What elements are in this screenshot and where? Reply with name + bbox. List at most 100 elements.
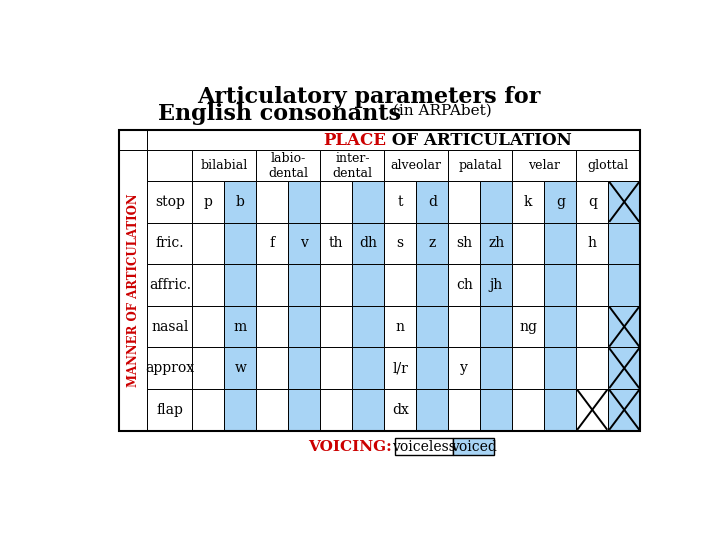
Text: stop: stop <box>155 195 185 209</box>
Bar <box>288 222 320 264</box>
Text: th: th <box>329 237 343 251</box>
Bar <box>320 347 352 389</box>
Bar <box>320 150 384 181</box>
Bar <box>576 181 608 222</box>
Text: bilabial: bilabial <box>201 159 248 172</box>
Text: glottal: glottal <box>588 159 629 172</box>
Bar <box>449 347 480 389</box>
Bar <box>576 264 608 306</box>
Text: ch: ch <box>456 278 473 292</box>
Bar <box>352 389 384 430</box>
Bar <box>608 264 640 306</box>
Bar <box>192 389 225 430</box>
Bar <box>256 389 288 430</box>
Text: English consonants: English consonants <box>158 103 401 125</box>
Bar <box>480 306 512 347</box>
Bar <box>416 306 449 347</box>
Bar <box>416 347 449 389</box>
Bar <box>148 181 192 222</box>
Bar <box>256 264 288 306</box>
Bar <box>608 347 640 389</box>
Bar <box>544 264 576 306</box>
Bar <box>120 150 148 430</box>
Bar <box>288 347 320 389</box>
Bar <box>288 264 320 306</box>
Bar <box>256 150 320 181</box>
Bar <box>512 181 544 222</box>
Bar <box>480 389 512 430</box>
Bar <box>449 306 480 347</box>
Bar <box>544 347 576 389</box>
Text: v: v <box>300 237 308 251</box>
Bar <box>512 389 544 430</box>
Bar <box>454 438 494 455</box>
Bar <box>449 181 480 222</box>
Text: PLACE: PLACE <box>323 132 386 148</box>
Bar <box>449 222 480 264</box>
Bar <box>225 347 256 389</box>
Text: voiced: voiced <box>451 440 497 454</box>
Bar <box>449 264 480 306</box>
Bar <box>608 181 640 222</box>
Bar <box>192 264 225 306</box>
Bar <box>288 306 320 347</box>
Bar <box>225 222 256 264</box>
Bar <box>449 150 512 181</box>
Bar <box>256 347 288 389</box>
Bar <box>320 306 352 347</box>
Text: alveolar: alveolar <box>391 159 442 172</box>
Text: k: k <box>524 195 533 209</box>
Bar <box>288 389 320 430</box>
Bar <box>395 438 454 455</box>
Bar <box>608 389 640 430</box>
Text: labio-
dental: labio- dental <box>269 152 308 180</box>
Bar <box>192 181 225 222</box>
Text: VOICING:: VOICING: <box>308 440 392 454</box>
Bar <box>120 130 148 150</box>
Bar <box>576 389 608 430</box>
Bar <box>352 306 384 347</box>
Bar <box>608 306 640 347</box>
Bar <box>384 264 416 306</box>
Text: p: p <box>204 195 212 209</box>
Bar <box>544 389 576 430</box>
Bar <box>148 222 192 264</box>
Bar <box>256 306 288 347</box>
Bar <box>256 222 288 264</box>
Text: affric.: affric. <box>149 278 191 292</box>
Bar <box>225 264 256 306</box>
Text: jh: jh <box>490 278 503 292</box>
Text: l/r: l/r <box>392 361 408 375</box>
Bar <box>192 306 225 347</box>
Bar <box>384 222 416 264</box>
Bar <box>320 264 352 306</box>
Text: f: f <box>270 237 275 251</box>
Bar <box>512 264 544 306</box>
Text: voiceless: voiceless <box>392 440 456 454</box>
Bar <box>544 222 576 264</box>
Bar <box>148 150 192 181</box>
Bar <box>192 150 256 181</box>
Text: y: y <box>460 361 468 375</box>
Text: d: d <box>428 195 437 209</box>
Bar <box>608 222 640 264</box>
Bar <box>416 222 449 264</box>
Text: s: s <box>397 237 404 251</box>
Text: approx: approx <box>145 361 194 375</box>
Bar <box>225 181 256 222</box>
Text: (in ARPAbet): (in ARPAbet) <box>388 103 492 117</box>
Bar <box>148 306 192 347</box>
Bar <box>544 306 576 347</box>
Text: flap: flap <box>156 403 184 417</box>
Bar <box>288 181 320 222</box>
Text: velar: velar <box>528 159 560 172</box>
Bar <box>225 306 256 347</box>
Bar <box>416 389 449 430</box>
Bar <box>384 181 416 222</box>
Text: q: q <box>588 195 597 209</box>
Bar <box>352 264 384 306</box>
Text: nasal: nasal <box>151 320 189 334</box>
Text: m: m <box>234 320 247 334</box>
Bar <box>384 389 416 430</box>
Text: dx: dx <box>392 403 409 417</box>
